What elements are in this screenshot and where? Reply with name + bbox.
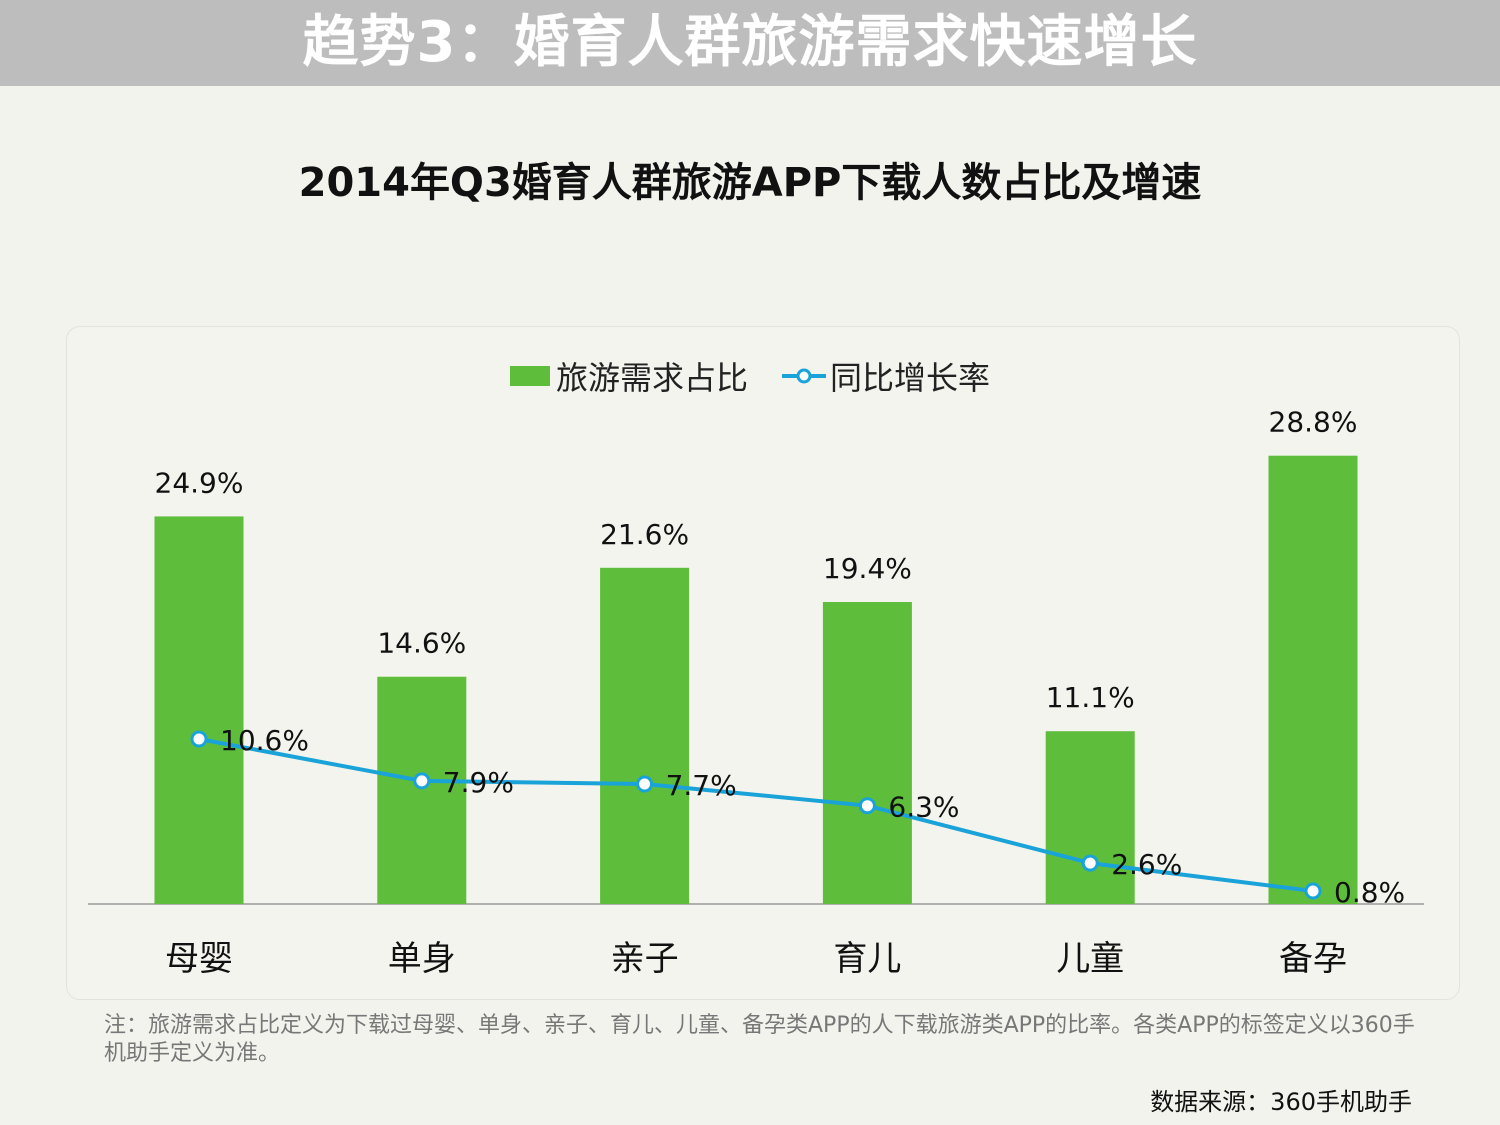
line-point <box>858 797 876 815</box>
category-label: 备孕 <box>1279 939 1347 979</box>
line-marker-icon <box>782 368 826 384</box>
bar <box>377 676 467 904</box>
bar <box>1268 455 1358 904</box>
points-layer <box>190 730 1322 900</box>
bar <box>600 567 690 904</box>
category-label: 单身 <box>388 939 456 979</box>
bar <box>822 602 912 904</box>
category-label: 儿童 <box>1056 939 1124 979</box>
bar <box>1045 731 1135 904</box>
bar-value-label: 14.6% <box>377 627 466 660</box>
category-label: 育儿 <box>833 939 901 979</box>
page-title: 趋势3：婚育人群旅游需求快速增长 <box>302 10 1198 75</box>
chart-title: 2014年Q3婚育人群旅游APP下载人数占比及增速 <box>298 160 1202 206</box>
bar-value-label: 11.1% <box>1046 681 1135 714</box>
chart-panel <box>66 326 1460 1000</box>
legend-line-label: 同比增长率 <box>830 359 991 397</box>
bar-value-label: 19.4% <box>823 552 912 585</box>
legend-item-bar: 旅游需求占比 <box>509 353 748 399</box>
data-source: 数据来源：360手机助手 <box>1150 1088 1412 1116</box>
line-value-label: 0.8% <box>1334 876 1405 909</box>
category-label: 母婴 <box>165 939 233 979</box>
legend-item-line: 同比增长率 <box>782 353 990 399</box>
line-point <box>413 772 431 790</box>
bar-value-label: 21.6% <box>600 518 689 551</box>
bar-labels-layer: 24.9% 14.6% 21.6% 19.4% 11.1% 28.8% <box>155 406 1358 715</box>
point-labels-layer: 10.6% 7.9% 7.7% 6.3% 2.6% 0.8% <box>220 724 1405 909</box>
bar-value-label: 28.8% <box>1269 406 1358 439</box>
line-point <box>190 730 208 748</box>
legend-bar-label: 旅游需求占比 <box>555 359 748 397</box>
growth-rate-line <box>198 737 1314 893</box>
line-point <box>1081 854 1099 872</box>
line-point <box>636 775 654 793</box>
footnote: 注：旅游需求占比定义为下载过母婴、单身、亲子、育儿、儿童、备孕类APP的人下载旅… <box>104 1013 1415 1066</box>
line-value-label: 7.9% <box>443 766 514 799</box>
line-value-label: 10.6% <box>220 724 309 757</box>
bar-value-label: 24.9% <box>155 466 244 499</box>
chart-legend: 旅游需求占比 同比增长率 <box>0 354 1500 398</box>
category-label: 亲子 <box>611 939 679 979</box>
line-point <box>1304 882 1322 900</box>
bars-layer <box>154 455 1358 904</box>
bar <box>154 516 244 904</box>
line-value-label: 6.3% <box>888 791 959 824</box>
line-value-label: 7.7% <box>666 769 737 802</box>
line-layer <box>198 737 1314 893</box>
category-labels-layer: 母婴 单身 亲子 育儿 儿童 备孕 <box>165 939 1347 979</box>
header-bar <box>0 0 1500 86</box>
line-value-label: 2.6% <box>1111 848 1182 881</box>
green-bar-swatch-icon <box>509 366 550 386</box>
